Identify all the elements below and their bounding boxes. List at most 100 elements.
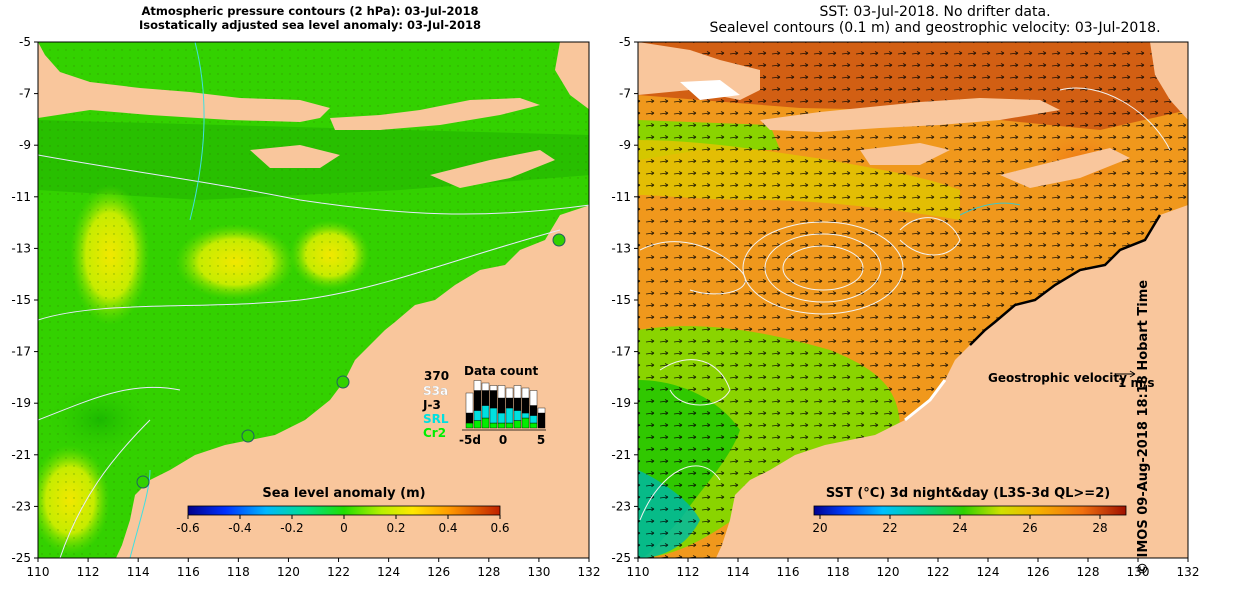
left-map-lon-label: 112 bbox=[77, 565, 100, 579]
left-map-lat-label: -13 bbox=[11, 241, 31, 255]
left-map-area bbox=[38, 42, 589, 558]
sla-colorbar-tick-label: 0.6 bbox=[490, 521, 509, 535]
right-map-axes: 110 112 114 116 118 120 122 124 126 128 130 132 -5 -7… bbox=[611, 35, 1199, 579]
sla-colorbar-tick-label: 0.4 bbox=[438, 521, 457, 535]
isobath-line bbox=[959, 202, 1021, 216]
island-northeast bbox=[555, 42, 589, 110]
timor-island bbox=[1000, 148, 1130, 188]
sla-colorbar-tick-label: 0.2 bbox=[386, 521, 405, 535]
left-map-lat-label: -11 bbox=[11, 190, 31, 204]
coastal-cloud-mask bbox=[904, 379, 947, 422]
nusa-tenggara-islands bbox=[330, 98, 540, 130]
sea-level-contours bbox=[639, 87, 1171, 521]
left-map-axes: 110 112 114 116 118 120 122 124 126 128 130 132 -5 -7… bbox=[11, 35, 600, 579]
data-count-title: Data count bbox=[464, 364, 539, 378]
pressure-contours bbox=[38, 154, 589, 558]
data-count-bar-segment bbox=[529, 405, 538, 416]
data-count-bar-segment bbox=[505, 397, 514, 409]
tide-gauge-marker[interactable] bbox=[336, 375, 350, 389]
data-count-ticks: -5d 0 5 bbox=[459, 429, 546, 447]
data-count-bar-segment bbox=[497, 385, 506, 399]
sst-colorbar-ticks: 20 22 24 26 28 bbox=[812, 515, 1108, 535]
right-map-lat-label: -15 bbox=[611, 293, 631, 307]
left-map-lon-label: 130 bbox=[527, 565, 550, 579]
right-map-lat-label: -5 bbox=[619, 35, 631, 49]
java-island bbox=[38, 42, 330, 122]
data-count-bar-segment bbox=[473, 420, 482, 429]
data-count-bar-segment bbox=[497, 422, 506, 429]
tide-gauge-marker[interactable] bbox=[241, 429, 255, 443]
australia-landmass bbox=[716, 205, 1188, 558]
data-count-bar-segment bbox=[481, 390, 490, 406]
right-map-lon-label: 122 bbox=[927, 565, 950, 579]
tide-gauge-marker[interactable] bbox=[136, 475, 150, 489]
left-map-lon-label: 120 bbox=[277, 565, 300, 579]
right-map-lat-label: -23 bbox=[611, 499, 631, 513]
sumba-island bbox=[860, 143, 950, 165]
data-count-bar-segment bbox=[489, 385, 498, 391]
sla-colorbar-gradient bbox=[187, 505, 501, 516]
velocity-legend-label: Geostrophic velocity bbox=[988, 371, 1127, 385]
sst-colorbar: SST (°C) 3d night&day (L3S-3d QL>=2) 20 2… bbox=[812, 486, 1127, 535]
left-map-lon-label: 126 bbox=[427, 565, 450, 579]
left-map-lon-label: 122 bbox=[327, 565, 350, 579]
right-map-lon-label: 124 bbox=[977, 565, 1000, 579]
data-count-bar-segment bbox=[473, 390, 482, 411]
data-count-bar-segment bbox=[513, 397, 522, 411]
right-title-line2: Sealevel contours (0.1 m) and geostrophi… bbox=[709, 20, 1161, 36]
kimberley-coast bbox=[969, 214, 1162, 346]
left-map-lat-label: -17 bbox=[11, 345, 31, 359]
tide-gauge-marker[interactable] bbox=[552, 233, 566, 247]
left-map-title: Atmospheric pressure contours (2 hPa): 0… bbox=[0, 4, 620, 32]
right-map-lon-label: 126 bbox=[1027, 565, 1050, 579]
right-map-lon-label: 130 bbox=[1127, 565, 1150, 579]
left-map-lat-label: -7 bbox=[19, 87, 31, 101]
right-map-lat-label: -17 bbox=[611, 345, 631, 359]
data-count-bar-segment bbox=[521, 412, 530, 419]
data-count-bar-segment bbox=[465, 422, 474, 429]
right-map-area: Geostrophic velocity 1 m/s bbox=[638, 42, 1188, 558]
sst-colorbar-gradient bbox=[813, 505, 1127, 516]
data-count-bar-segment bbox=[481, 382, 490, 391]
left-map-lat-label: -21 bbox=[11, 448, 31, 462]
left-map-lon-label: 124 bbox=[377, 565, 400, 579]
data-count-bar-segment bbox=[473, 410, 482, 421]
data-count-tick-label: -5d bbox=[459, 433, 481, 447]
cloud-mask bbox=[680, 80, 740, 100]
data-count-bar-segment bbox=[489, 422, 498, 429]
left-map-lat-label: -9 bbox=[19, 138, 31, 152]
right-title-line1: SST: 03-Jul-2018. No drifter data. bbox=[819, 4, 1051, 20]
sst-colorbar-tick-label: 26 bbox=[1022, 521, 1037, 535]
right-map-lon-label: 114 bbox=[727, 565, 750, 579]
sst-colorbar-tick-label: 24 bbox=[952, 521, 967, 535]
data-count-bar-segment bbox=[505, 407, 514, 424]
sla-colorbar-label: Sea level anomaly (m) bbox=[262, 486, 425, 501]
left-map-lon-label: 132 bbox=[578, 565, 601, 579]
sst-colorbar-label: SST (°C) 3d night&day (L3S-3d QL>=2) bbox=[826, 486, 1110, 501]
sst-colorbar-tick-label: 28 bbox=[1092, 521, 1107, 535]
left-map-lat-label: -19 bbox=[11, 396, 31, 410]
sla-colorbar: Sea level anomaly (m) -0.6 -0.4 -0.2 0 0.2 0.… bbox=[176, 486, 509, 535]
data-count-legend-cr2: Cr2 bbox=[423, 426, 446, 440]
data-count-bar-segment bbox=[513, 385, 522, 399]
right-map-lat-label: -19 bbox=[611, 396, 631, 410]
data-count-bar-segment bbox=[529, 390, 538, 406]
right-map-lat-label: -11 bbox=[611, 190, 631, 204]
cyan-track-lines bbox=[129, 42, 205, 558]
data-count-bar-segment bbox=[465, 392, 474, 414]
data-count-bar-segment bbox=[537, 412, 546, 429]
sla-colorbar-tick-label: -0.6 bbox=[176, 521, 199, 535]
left-map-lat-label: -23 bbox=[11, 499, 31, 513]
data-count-bar-segment bbox=[521, 417, 530, 429]
sla-colorbar-tick-label: -0.4 bbox=[228, 521, 251, 535]
velocity-scale-arrowhead bbox=[1129, 370, 1136, 378]
nusa-tenggara-islands bbox=[760, 98, 1060, 132]
sla-colorbar-tick-label: 0 bbox=[340, 521, 348, 535]
left-map-lat-label: -25 bbox=[11, 551, 31, 565]
left-map-lon-label: 116 bbox=[177, 565, 200, 579]
data-count-bar-segment bbox=[473, 380, 482, 391]
right-map-lon-label: 116 bbox=[777, 565, 800, 579]
australia-landmass bbox=[116, 205, 589, 558]
